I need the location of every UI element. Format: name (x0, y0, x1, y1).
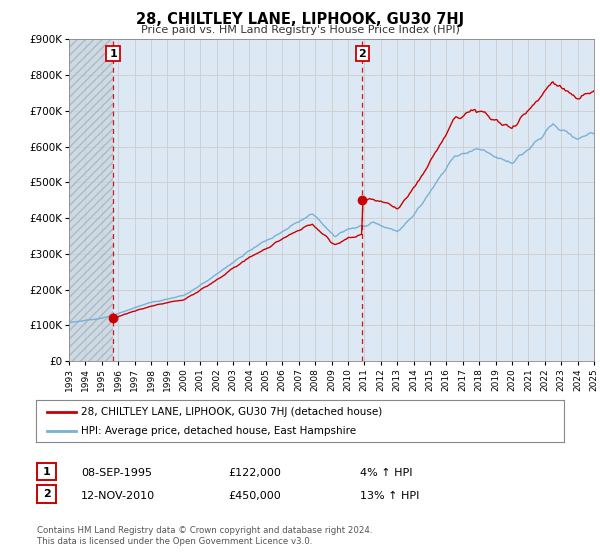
Text: Contains HM Land Registry data © Crown copyright and database right 2024.: Contains HM Land Registry data © Crown c… (37, 526, 373, 535)
Text: This data is licensed under the Open Government Licence v3.0.: This data is licensed under the Open Gov… (37, 537, 313, 546)
Text: 4% ↑ HPI: 4% ↑ HPI (360, 468, 413, 478)
Text: £450,000: £450,000 (228, 491, 281, 501)
Text: 12-NOV-2010: 12-NOV-2010 (81, 491, 155, 501)
Text: 1: 1 (43, 466, 50, 477)
Text: HPI: Average price, detached house, East Hampshire: HPI: Average price, detached house, East… (81, 426, 356, 436)
Bar (69, 39, 113, 361)
Text: 28, CHILTLEY LANE, LIPHOOK, GU30 7HJ: 28, CHILTLEY LANE, LIPHOOK, GU30 7HJ (136, 12, 464, 27)
Text: 28, CHILTLEY LANE, LIPHOOK, GU30 7HJ (detached house): 28, CHILTLEY LANE, LIPHOOK, GU30 7HJ (de… (81, 407, 382, 417)
Text: 2: 2 (43, 489, 50, 499)
Text: 2: 2 (358, 49, 366, 58)
Text: 08-SEP-1995: 08-SEP-1995 (81, 468, 152, 478)
Text: 13% ↑ HPI: 13% ↑ HPI (360, 491, 419, 501)
Text: £122,000: £122,000 (228, 468, 281, 478)
Text: 1: 1 (109, 49, 117, 58)
Text: Price paid vs. HM Land Registry's House Price Index (HPI): Price paid vs. HM Land Registry's House … (140, 25, 460, 35)
